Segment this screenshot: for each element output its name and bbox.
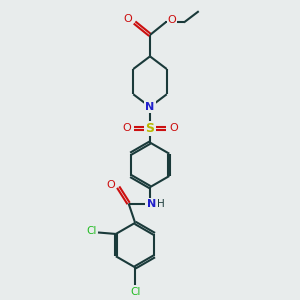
Text: N: N xyxy=(147,199,156,209)
Text: O: O xyxy=(168,14,176,25)
Text: Cl: Cl xyxy=(86,226,96,236)
Text: S: S xyxy=(146,122,154,135)
Text: N: N xyxy=(146,102,154,112)
Text: O: O xyxy=(122,123,131,133)
Text: O: O xyxy=(169,123,178,133)
Text: H: H xyxy=(158,199,165,209)
Text: Cl: Cl xyxy=(130,287,140,297)
Text: O: O xyxy=(124,14,132,24)
Text: O: O xyxy=(106,180,115,190)
